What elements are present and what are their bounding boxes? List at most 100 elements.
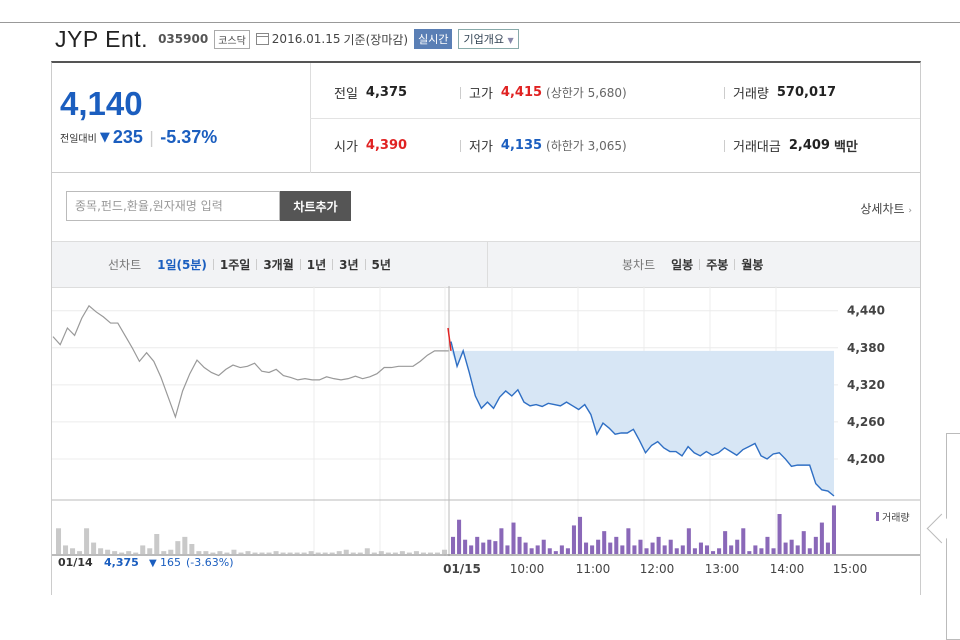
volume-bar <box>584 542 589 554</box>
volume-bar <box>559 545 564 554</box>
volume-bar <box>105 549 111 554</box>
company-info-label: 기업개요 <box>463 33 504 46</box>
volume-bar <box>252 552 258 554</box>
volume-bar <box>765 536 770 554</box>
market-badge: 코스닥 <box>214 29 250 49</box>
volume-bar <box>499 528 504 554</box>
volume-bar <box>463 539 468 554</box>
change-label: 전일대비 <box>60 134 97 145</box>
volume-bar <box>547 548 552 554</box>
prev-summary-price: 4,375 <box>104 556 139 569</box>
x-tick-label: 14:00 <box>770 562 805 576</box>
upper-limit: (상한가 5,680) <box>546 86 627 100</box>
change-separator: | <box>148 128 155 147</box>
prev-summary-arrow: ▼ <box>149 558 157 569</box>
volume-bar <box>133 552 139 554</box>
volume-bar <box>91 542 97 554</box>
tab-3month[interactable]: 3개월 <box>263 258 294 272</box>
tab-monthly[interactable]: 월봉 <box>741 258 764 272</box>
volume-bar <box>350 552 356 554</box>
tab-separator <box>364 259 366 270</box>
volume-bar <box>441 549 447 554</box>
prev-close-label: 전일 <box>334 87 358 102</box>
volume-bar <box>565 548 570 554</box>
change-value: 235 <box>112 127 143 147</box>
volume-bar <box>813 536 818 554</box>
volume-bar <box>420 552 426 554</box>
volume-bar <box>711 551 716 554</box>
volume-bar <box>831 505 836 554</box>
volume-bar <box>399 551 405 554</box>
volume-bar <box>771 548 776 554</box>
tab-weekly[interactable]: 주봉 <box>706 258 729 272</box>
tab-divider <box>487 242 488 287</box>
open-value: 4,390 <box>365 138 408 153</box>
tab-5year[interactable]: 5년 <box>371 258 391 272</box>
volume-bar <box>475 536 480 554</box>
volume-bar <box>378 551 384 554</box>
volume: 거래량 570,017 <box>724 83 836 102</box>
volume-bar <box>175 541 181 554</box>
volume-bar <box>632 545 637 554</box>
volume-bar <box>238 552 244 554</box>
volume-bar <box>413 551 419 554</box>
volume-bar <box>608 542 613 554</box>
separator <box>460 86 461 99</box>
tab-1day[interactable]: 1일(5분) <box>157 258 207 272</box>
volume-bar <box>147 548 153 554</box>
tab-1year[interactable]: 1년 <box>306 258 327 272</box>
volume-bar <box>692 548 697 554</box>
tab-1week[interactable]: 1주일 <box>219 258 251 272</box>
volume-bar <box>825 542 830 554</box>
symbol-search-input[interactable] <box>66 191 280 221</box>
volume-bar <box>571 525 576 554</box>
low-price: 저가 4,135 (하한가 3,065) <box>460 136 627 155</box>
add-chart-button[interactable]: 차트추가 <box>280 191 351 221</box>
volume-bar <box>210 552 216 554</box>
volume-bar <box>245 551 251 554</box>
volume-bar <box>662 545 667 554</box>
volume-bar <box>203 551 209 554</box>
tab-separator <box>734 259 736 270</box>
volume-bar <box>680 545 685 554</box>
volume-bar <box>596 539 601 554</box>
volume-bar <box>457 519 462 554</box>
volume-bar <box>541 539 546 554</box>
volume-bar <box>807 548 812 554</box>
volume-bar <box>535 545 540 554</box>
tab-separator <box>212 259 214 270</box>
stock-header: JYP Ent. 035900 코스닥 2016.01.15 기준(장마감) 실… <box>55 26 519 52</box>
volume-bar <box>329 552 335 554</box>
realtime-button[interactable]: 실시간 <box>414 29 453 49</box>
y-tick-label: 4,200 <box>847 452 885 466</box>
y-tick-label: 4,260 <box>847 415 885 429</box>
prev-summary-date: 01/14 <box>58 556 93 569</box>
volume-bar <box>315 552 321 554</box>
down-arrow-icon: ▼ <box>99 130 110 145</box>
volume-bar <box>224 552 230 554</box>
prev-summary-change: 165 <box>160 556 181 569</box>
open-uptick <box>447 327 452 351</box>
tab-3year[interactable]: 3년 <box>339 258 359 272</box>
volume-bar <box>112 551 118 554</box>
volume-bar <box>783 542 788 554</box>
volume-bar <box>487 539 492 554</box>
volume-bar <box>63 545 69 554</box>
volume-bar <box>56 528 62 554</box>
volume-bar <box>656 536 661 554</box>
quote-summary: 4,140 전일대비 ▼ 235 | -5.37% 전일 4,375 고가 4,… <box>51 61 921 173</box>
volume-bar <box>529 548 534 554</box>
company-info-dropdown[interactable]: 기업개요 ▼ <box>458 29 519 49</box>
stock-code: 035900 <box>158 32 209 46</box>
volume-bar <box>140 545 146 554</box>
volume-bar <box>119 552 125 554</box>
volume-bar <box>698 542 703 554</box>
tab-daily[interactable]: 일봉 <box>671 258 694 272</box>
volume-label: 거래량 <box>733 87 769 102</box>
volume-bar <box>668 539 673 554</box>
volume-bar <box>717 548 722 554</box>
volume-bar <box>674 548 679 554</box>
volume-bar <box>273 551 279 554</box>
detail-chart-link[interactable]: 상세차트 › <box>860 200 912 217</box>
volume-bar <box>280 552 286 554</box>
